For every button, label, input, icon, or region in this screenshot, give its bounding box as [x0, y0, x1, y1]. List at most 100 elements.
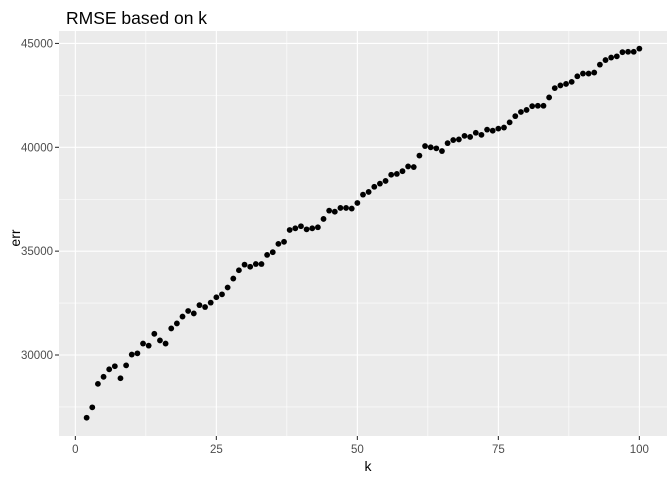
- x-tick-label: 50: [351, 444, 364, 456]
- data-point: [427, 144, 434, 151]
- data-point: [591, 69, 598, 76]
- data-point: [557, 82, 564, 89]
- y-axis-title: err: [7, 229, 23, 246]
- data-point: [377, 180, 383, 187]
- data-point: [309, 225, 316, 232]
- data-point: [117, 375, 124, 382]
- data-point: [636, 45, 643, 52]
- data-point: [444, 140, 451, 147]
- data-point: [422, 143, 428, 149]
- data-point: [371, 183, 378, 190]
- data-point: [551, 85, 558, 92]
- data-point: [196, 302, 203, 309]
- data-point: [145, 342, 152, 349]
- data-point: [393, 170, 400, 177]
- data-point: [354, 200, 361, 206]
- data-point: [173, 320, 180, 327]
- data-point: [303, 226, 310, 233]
- data-point: [241, 261, 248, 268]
- data-point: [95, 380, 101, 387]
- data-point: [625, 48, 631, 55]
- y-tick-label: 45000: [21, 38, 53, 50]
- y-tick-label: 40000: [21, 142, 53, 154]
- data-point: [540, 102, 547, 109]
- data-point: [455, 136, 462, 143]
- data-point: [439, 148, 445, 154]
- data-point: [630, 48, 637, 55]
- data-point: [563, 81, 569, 87]
- y-tick-label: 35000: [21, 246, 53, 258]
- data-point: [365, 189, 372, 195]
- major-gridlines: [59, 31, 667, 436]
- data-point: [190, 310, 197, 317]
- data-point: [185, 308, 192, 314]
- data-point: [213, 294, 220, 301]
- data-point: [512, 113, 519, 120]
- data-point: [348, 205, 355, 212]
- data-point: [467, 134, 474, 140]
- chart-title: RMSE based on k: [66, 8, 207, 28]
- y-tick-label: 30000: [21, 350, 53, 362]
- data-point: [399, 168, 406, 175]
- data-point: [518, 109, 524, 115]
- data-point: [585, 70, 592, 77]
- data-point: [111, 363, 118, 370]
- data-point: [230, 275, 237, 282]
- data-point: [320, 216, 327, 222]
- data-point: [410, 164, 417, 170]
- data-point: [416, 152, 423, 159]
- data-point: [275, 240, 282, 247]
- data-point: [568, 78, 575, 85]
- data-point: [596, 61, 603, 68]
- data-point: [100, 373, 107, 380]
- data-point: [269, 249, 276, 256]
- x-tick-label: 25: [210, 444, 223, 456]
- data-point: [472, 129, 479, 136]
- data-point: [236, 267, 242, 274]
- data-point: [388, 171, 395, 178]
- data-point: [461, 132, 468, 139]
- data-point: [106, 366, 113, 373]
- data-point: [281, 238, 287, 245]
- data-point: [202, 304, 208, 310]
- data-point: [83, 414, 90, 421]
- data-point: [298, 223, 304, 230]
- data-point: [128, 351, 135, 358]
- data-point: [314, 224, 321, 231]
- data-point: [89, 404, 96, 411]
- data-point: [405, 163, 412, 170]
- data-point: [224, 284, 231, 291]
- data-point: [140, 340, 146, 347]
- data-point: [343, 205, 349, 211]
- data-point: [501, 124, 507, 131]
- data-point: [286, 227, 293, 233]
- data-point: [602, 57, 609, 63]
- data-point: [157, 337, 163, 344]
- data-point: [134, 350, 141, 357]
- data-point: [360, 191, 366, 198]
- x-tick-label: 0: [72, 444, 78, 456]
- data-point: [326, 207, 333, 214]
- data-points: [83, 45, 643, 421]
- data-point: [292, 225, 299, 232]
- data-point: [450, 137, 457, 143]
- axis-ticks: 0 25 50 75 100 30000 35000 40000 45000: [21, 38, 649, 456]
- data-point: [331, 208, 338, 215]
- data-point: [619, 49, 626, 56]
- minor-gridlines: [59, 31, 667, 436]
- data-point: [580, 70, 586, 77]
- data-point: [433, 145, 440, 152]
- data-point: [151, 330, 158, 337]
- data-point: [534, 102, 541, 109]
- data-point: [489, 127, 496, 134]
- data-point: [219, 291, 225, 298]
- data-point: [523, 107, 530, 113]
- data-point: [123, 362, 130, 369]
- data-point: [478, 131, 485, 138]
- data-point: [484, 126, 490, 133]
- x-tick-label: 100: [630, 444, 649, 456]
- x-tick-label: 75: [492, 444, 505, 456]
- data-point: [574, 73, 581, 80]
- data-point: [247, 263, 254, 270]
